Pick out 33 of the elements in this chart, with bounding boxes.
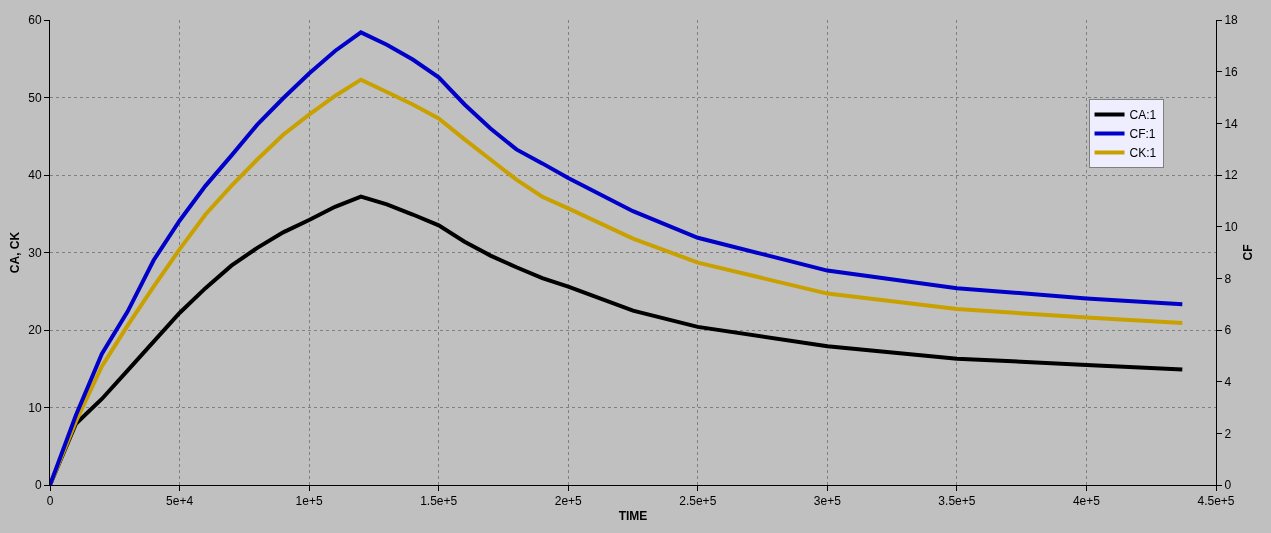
y2-tick-label: 6 — [1224, 323, 1232, 338]
y2-tick-label: 8 — [1224, 271, 1232, 286]
x-tick-label: 2.5e+5 — [679, 494, 717, 509]
y2-tick-label: 10 — [1224, 219, 1239, 234]
y2-tick-label: 12 — [1224, 168, 1239, 183]
y-tick-label: 20 — [28, 323, 42, 338]
x-tick-label: 0 — [46, 494, 54, 509]
x-tick-label: 5e+4 — [166, 494, 194, 509]
x-tick-label: 2e+5 — [554, 494, 583, 509]
legend-label: CA:1 — [1129, 108, 1157, 123]
x-tick-label: 3.5e+5 — [938, 494, 976, 509]
y2-axis-title: CF — [1240, 244, 1255, 261]
y2-tick-label: 2 — [1224, 426, 1232, 441]
x-tick-label: 3e+5 — [813, 494, 842, 509]
legend-label: CK:1 — [1129, 146, 1157, 161]
y-tick-label: 10 — [28, 400, 42, 415]
y2-tick-label: 14 — [1224, 116, 1239, 131]
legend-label: CF:1 — [1129, 127, 1156, 142]
x-axis-title: TIME — [618, 509, 648, 524]
y-tick-label: 60 — [28, 13, 42, 28]
y-axis-title: CA, CK — [7, 231, 22, 274]
x-tick-label: 1e+5 — [295, 494, 323, 509]
x-tick-label: 4e+5 — [1072, 494, 1101, 509]
y2-tick-label: 0 — [1224, 478, 1232, 493]
y-tick-label: 30 — [28, 245, 42, 260]
y2-tick-label: 4 — [1224, 374, 1232, 389]
y2-tick-label: 16 — [1224, 64, 1239, 79]
y-tick-label: 50 — [28, 90, 42, 105]
x-tick-label: 4.5e+5 — [1197, 494, 1235, 509]
x-tick-label: 1.5e+5 — [420, 494, 458, 509]
y2-tick-label: 18 — [1224, 13, 1239, 28]
y-tick-label: 0 — [34, 478, 42, 493]
y-tick-label: 40 — [28, 168, 42, 183]
